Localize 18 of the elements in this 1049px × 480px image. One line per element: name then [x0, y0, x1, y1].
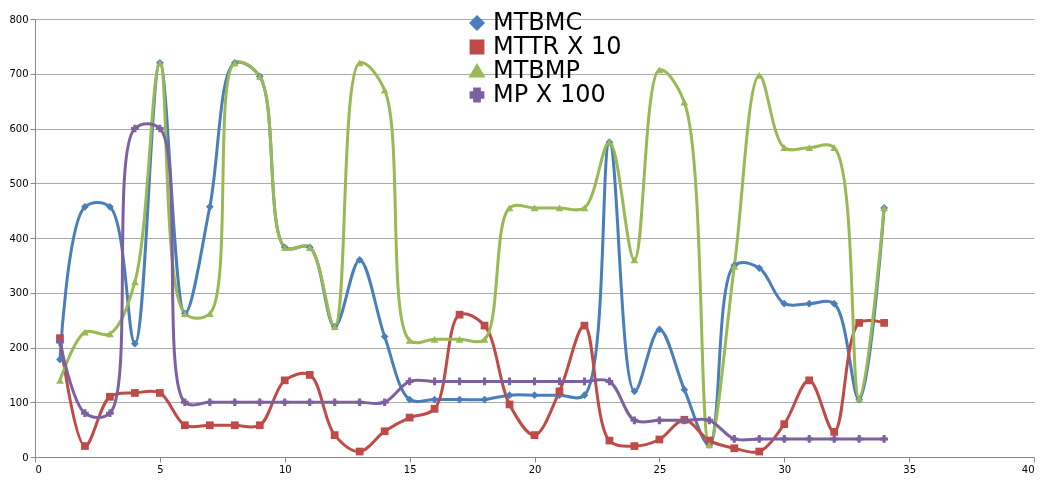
x-tick-label: 35	[903, 463, 916, 475]
y-tick-label: 400	[9, 232, 29, 244]
y-tick-label: 700	[9, 68, 29, 80]
x-tick-label: 20	[528, 463, 542, 475]
x-tick-label: 25	[653, 463, 667, 475]
y-tick-label: 0	[22, 451, 29, 463]
x-tick-label: 0	[35, 463, 42, 475]
x-tick-label: 40	[1021, 463, 1035, 475]
x-tick-label: 10	[278, 463, 292, 475]
x-tick-label: 15	[403, 463, 417, 475]
y-tick-label: 300	[9, 287, 29, 299]
y-tick-label: 500	[9, 177, 29, 189]
x-tick-label: 5	[157, 463, 164, 475]
y-tick-label: 200	[9, 342, 29, 353]
y-tick-label: 600	[9, 123, 29, 134]
y-tick-label: 100	[9, 396, 29, 408]
x-tick-label: 30	[778, 463, 792, 475]
y-tick-label: 800	[9, 13, 29, 25]
